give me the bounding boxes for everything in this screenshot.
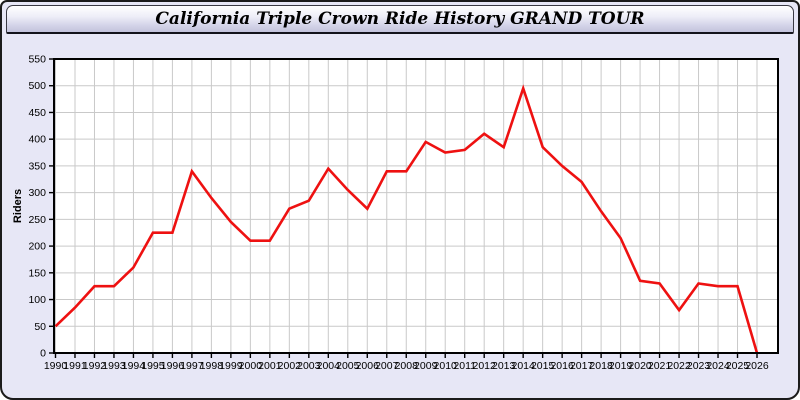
plot-background [54,59,778,353]
y-tick-label: 450 [28,107,46,119]
x-tick-label: 1994 [122,360,146,372]
x-tick-label: 2000 [239,360,263,372]
x-tick-label: 2007 [375,360,399,372]
y-tick-label: 0 [40,348,46,360]
x-tick-label: 1996 [161,360,185,372]
y-tick-label: 200 [28,241,46,253]
x-tick-label: 2022 [667,360,691,372]
x-tick-label: 2001 [258,360,282,372]
x-tick-label: 2021 [648,360,672,372]
plot-border [53,58,779,354]
y-tick-label: 500 [28,80,46,92]
x-tick-label: 1999 [219,360,243,372]
y-tick-label: 50 [34,321,46,333]
x-tick-label: 2011 [453,360,476,372]
x-tick-label: 2013 [492,360,516,372]
x-tick-label: 2019 [609,360,633,372]
x-tick-label: 2023 [687,360,711,372]
x-tick-label: 2004 [317,360,341,372]
y-tick-label: 150 [28,267,46,279]
x-tick-label: 2005 [336,360,360,372]
x-tick-label: 2017 [570,360,594,372]
x-tick-label: 1990 [44,360,68,372]
x-tick-label: 2020 [628,360,652,372]
y-axis-label: Riders [12,189,24,223]
x-tick-label: 1993 [102,360,126,372]
ride-history-line [54,84,759,354]
y-tick-label: 300 [28,187,46,199]
x-tick-label: 2003 [297,360,321,372]
x-tick-label: 2016 [550,360,574,372]
x-tick-label: 2025 [726,360,750,372]
x-tick-label: 2015 [531,360,555,372]
y-tick-label: 100 [28,294,46,306]
x-tick-label: 2008 [395,360,419,372]
x-tick-label: 2026 [745,360,769,372]
x-tick-label: 1992 [83,360,107,372]
x-tick-label: 1997 [180,360,204,372]
x-tick-label: 2014 [511,360,535,372]
chart-title-bar: California Triple Crown Ride History GRA… [6,5,794,34]
y-tick-label: 400 [28,134,46,146]
x-tick-label: 2010 [434,360,458,372]
x-tick-label: 1998 [200,360,224,372]
x-tick-label: 2002 [278,360,302,372]
x-tick-label: 2006 [356,360,380,372]
y-tick-label: 250 [28,214,46,226]
y-tick-label: 350 [28,160,46,172]
y-tick-label: 550 [28,54,46,66]
chart-title: California Triple Crown Ride History GRA… [155,9,645,29]
x-tick-label: 2018 [589,360,613,372]
x-tick-label: 1995 [141,360,165,372]
x-tick-label: 2009 [414,360,438,372]
x-tick-label: 1991 [63,360,87,372]
x-tick-label: 2012 [473,360,497,372]
x-tick-label: 2024 [706,360,730,372]
